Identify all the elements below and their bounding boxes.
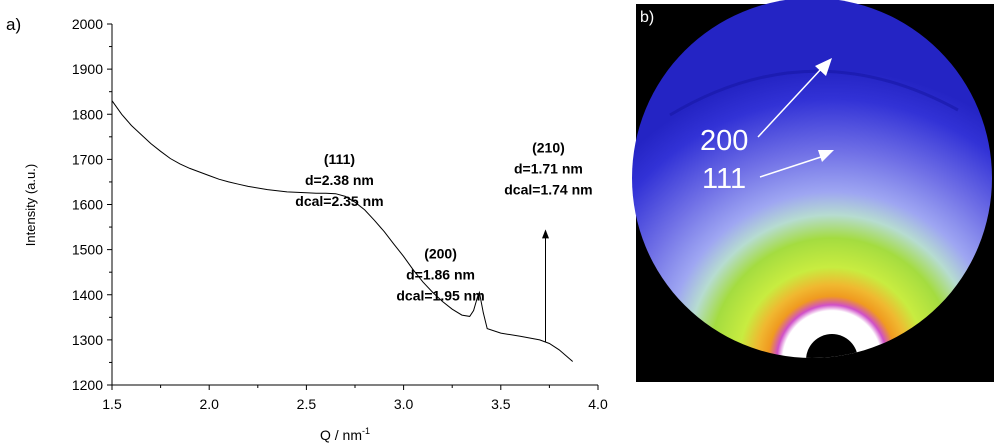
panel-b-label: b)	[640, 9, 654, 26]
y-tick-label: 1300	[72, 332, 103, 348]
ring-111-arrow-head	[818, 150, 834, 162]
peak-111-annotation-line: d=2.38 nm	[305, 172, 374, 188]
x-tick-label: 3.0	[394, 396, 414, 412]
line-chart: 1200 1300 1400 1500 1600 1700 1800 1900 2000 1.5…	[23, 16, 608, 443]
x-tick-label: 3.5	[491, 396, 511, 412]
peak-111-annotation-line: (111)	[324, 151, 355, 167]
y-ticks: 1200 1300 1400 1500 1600 1700 1800 1900 2000	[72, 16, 112, 393]
x-axis-label-superscript: -1	[362, 426, 370, 436]
peak-200-annotation-line: d=1.86 nm	[406, 267, 475, 283]
y-tick-label: 1200	[72, 377, 103, 393]
ring-111-label: 111	[702, 163, 746, 195]
panel-a-label: a)	[6, 15, 21, 34]
y-tick-label: 1700	[72, 151, 103, 167]
y-tick-label: 1600	[72, 197, 103, 213]
beamstop	[806, 334, 858, 358]
y-tick-label: 2000	[72, 16, 103, 32]
y-axis-label: Intensity (a.u.)	[23, 164, 38, 246]
peak-210-annotation-line: (210)	[532, 140, 565, 156]
peak-210-arrow-head	[542, 229, 550, 239]
y-tick-label: 1400	[72, 287, 103, 303]
peak-200-annotation-line: (200)	[424, 246, 457, 262]
peak-210-annotation-line: d=1.71 nm	[514, 161, 583, 177]
peak-111-annotation-line: dcal=2.35 nm	[295, 193, 383, 209]
ring-200-label: 200	[700, 125, 748, 157]
diffraction-rings	[632, 0, 992, 358]
series-line	[111, 100, 574, 362]
ring-200-band	[669, 69, 959, 117]
diffraction-pattern: b) 200 111	[632, 0, 994, 382]
ring-111-arrow	[759, 155, 825, 178]
x-tick-label: 1.5	[102, 396, 122, 412]
x-tick-label: 2.0	[199, 396, 219, 412]
y-tick-label: 1900	[72, 61, 103, 77]
y-tick-label: 1800	[72, 106, 103, 122]
x-tick-label: 2.5	[297, 396, 317, 412]
x-tick-label: 4.0	[588, 396, 608, 412]
peak-annotations: (111) d=2.38 nm dcal=2.35 nm (200) d=1.86 nm…	[295, 140, 592, 304]
ring-200-arrow	[757, 67, 823, 138]
x-ticks: 1.5 2.0 2.5 3.0 3.5 4.0	[102, 385, 608, 412]
x-axis-label: Q / nm-1	[320, 426, 370, 443]
peak-210-annotation-line: dcal=1.74 nm	[504, 182, 592, 198]
x-axis-label-text: Q / nm	[320, 427, 362, 443]
peak-200-annotation-line: dcal=1.95 nm	[396, 288, 484, 304]
y-tick-label: 1500	[72, 242, 103, 258]
ring-200-arrow-head	[815, 58, 832, 76]
